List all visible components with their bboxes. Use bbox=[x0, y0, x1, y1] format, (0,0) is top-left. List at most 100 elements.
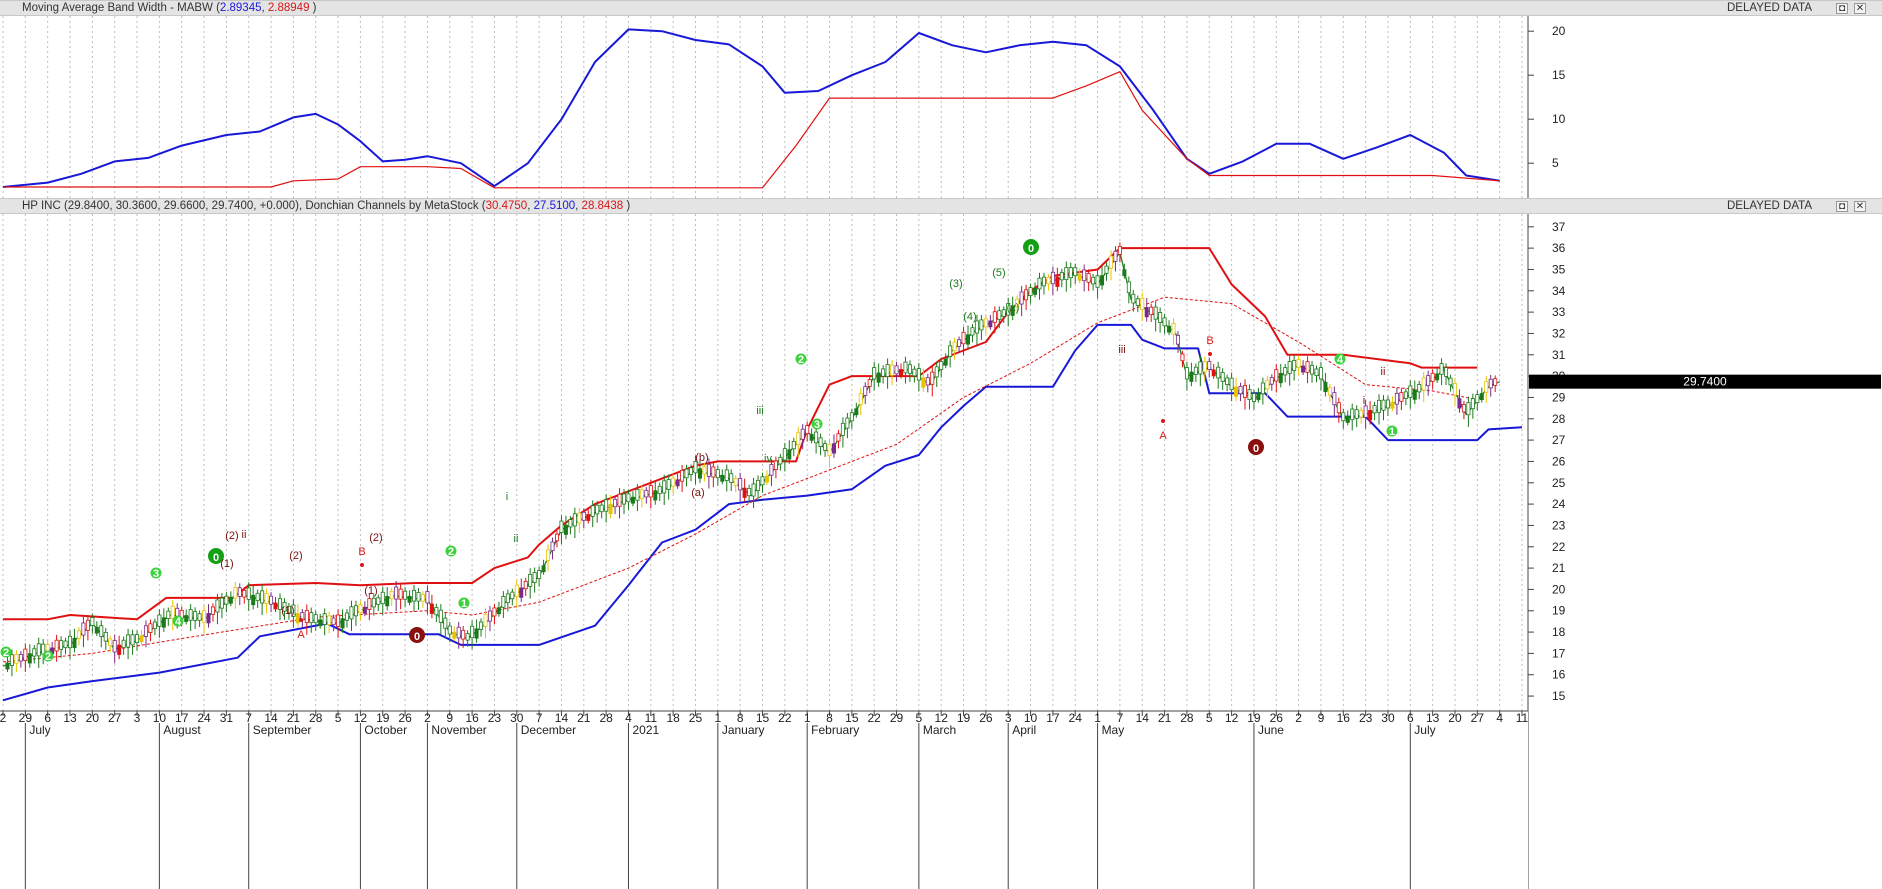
candle-body bbox=[809, 433, 814, 441]
candle-body bbox=[881, 368, 886, 377]
candle-body bbox=[1104, 265, 1109, 274]
y-tick-label: 18 bbox=[1552, 625, 1566, 639]
donchian-middle-value: 28.8438 bbox=[581, 200, 624, 212]
candle-body bbox=[188, 609, 193, 621]
wave-zero-label: 0 bbox=[1253, 443, 1259, 455]
candle-body bbox=[456, 626, 461, 639]
candle-body bbox=[1479, 393, 1484, 400]
candle-body bbox=[1167, 325, 1172, 333]
candle-body bbox=[1144, 307, 1149, 318]
candle-body bbox=[1059, 272, 1064, 281]
month-label: December bbox=[521, 723, 576, 737]
wave-small-label: (5) bbox=[992, 267, 1005, 279]
candle-body bbox=[90, 617, 95, 626]
candle-body bbox=[1292, 360, 1297, 371]
candle-body bbox=[577, 512, 582, 524]
x-tick-label: 30 bbox=[510, 711, 524, 725]
candle-body bbox=[831, 443, 836, 454]
wave-small-label: ii bbox=[514, 533, 519, 545]
candle-body bbox=[787, 449, 792, 460]
candle-body bbox=[94, 626, 99, 634]
candle-body bbox=[1193, 366, 1198, 375]
candle-body bbox=[210, 606, 215, 615]
x-tick-label: 9 bbox=[1318, 711, 1325, 725]
series-line-donchian-middle bbox=[2, 296, 1478, 663]
candle-body bbox=[157, 614, 162, 627]
candle-body bbox=[648, 485, 653, 498]
candle-body bbox=[273, 602, 278, 610]
candle-body bbox=[1327, 387, 1332, 396]
month-label: May bbox=[1102, 723, 1125, 737]
series-line-donchian-lower bbox=[2, 323, 1523, 702]
candle-body bbox=[778, 456, 783, 465]
x-tick-label: 20 bbox=[1448, 711, 1462, 725]
candle-body bbox=[447, 625, 452, 635]
candle-body bbox=[1077, 273, 1082, 281]
wave-circle-label: 4 bbox=[175, 616, 182, 628]
y-tick-label: 36 bbox=[1552, 241, 1566, 255]
x-tick-label: 11 bbox=[1516, 711, 1529, 725]
candle-body bbox=[840, 422, 845, 436]
candle-body bbox=[367, 598, 372, 610]
candle-body bbox=[438, 609, 443, 623]
candle-body bbox=[617, 493, 622, 507]
x-tick-label: 17 bbox=[1046, 711, 1060, 725]
candle-body bbox=[492, 607, 497, 617]
candle-body bbox=[1448, 377, 1453, 386]
candle-body bbox=[599, 504, 604, 513]
candle-body bbox=[184, 615, 189, 622]
candle-body bbox=[805, 425, 810, 434]
candle-body bbox=[720, 474, 725, 482]
wave-small-label: (1) bbox=[220, 558, 233, 570]
candle-body bbox=[863, 386, 868, 396]
x-tick-label: 9 bbox=[446, 711, 453, 725]
x-tick-label: 20 bbox=[86, 711, 100, 725]
wave-circle-label: 2 bbox=[448, 546, 454, 558]
x-tick-label: 21 bbox=[287, 711, 301, 725]
candle-body bbox=[1149, 306, 1154, 315]
candle-body bbox=[501, 596, 506, 608]
candle-body bbox=[242, 589, 247, 598]
candle-body bbox=[800, 428, 805, 440]
candle-body bbox=[537, 570, 542, 580]
y-tick-label: 15 bbox=[1552, 68, 1566, 82]
candle-body bbox=[581, 511, 586, 521]
candle-body bbox=[412, 589, 417, 602]
candle-body bbox=[470, 625, 475, 639]
month-label: April bbox=[1012, 723, 1036, 737]
candle-body bbox=[662, 480, 667, 494]
y-tick-label: 28 bbox=[1552, 412, 1566, 426]
candle-body bbox=[353, 605, 358, 617]
candle-body bbox=[907, 364, 912, 374]
candle-body bbox=[966, 334, 971, 345]
candle-body bbox=[215, 599, 220, 613]
candle-body bbox=[1108, 255, 1113, 269]
candle-body bbox=[1202, 361, 1207, 373]
candle-body bbox=[773, 460, 778, 470]
candle-body bbox=[206, 613, 211, 624]
x-tick-label: 16 bbox=[465, 711, 479, 725]
price-axis-bg bbox=[1528, 214, 1882, 889]
restore-icon[interactable]: ◘ bbox=[1836, 3, 1848, 14]
candle-body bbox=[1180, 353, 1185, 362]
y-tick-label: 10 bbox=[1552, 112, 1566, 126]
candle-body bbox=[224, 595, 229, 605]
candle-body bbox=[282, 602, 287, 612]
candle-body bbox=[1028, 287, 1033, 297]
candle-body bbox=[1390, 401, 1395, 409]
close-icon[interactable]: ✕ bbox=[1854, 201, 1866, 212]
x-tick-label: 12 bbox=[354, 711, 368, 725]
candle-body bbox=[867, 379, 872, 387]
candle-body bbox=[1350, 408, 1355, 421]
last-price-flag bbox=[1529, 374, 1881, 389]
wave-zero-label: 0 bbox=[1028, 243, 1034, 255]
x-tick-label: 4 bbox=[1496, 711, 1503, 725]
close-icon[interactable]: ✕ bbox=[1854, 3, 1866, 14]
restore-icon[interactable]: ◘ bbox=[1836, 201, 1848, 212]
y-tick-label: 24 bbox=[1552, 497, 1566, 511]
candle-body bbox=[568, 519, 573, 528]
candle-body bbox=[1323, 381, 1328, 393]
candle-body bbox=[934, 366, 939, 378]
candle-body bbox=[671, 477, 676, 487]
main-panel-titlebar: HP INC (29.8400, 30.3600, 29.6600, 29.74… bbox=[0, 198, 1882, 214]
